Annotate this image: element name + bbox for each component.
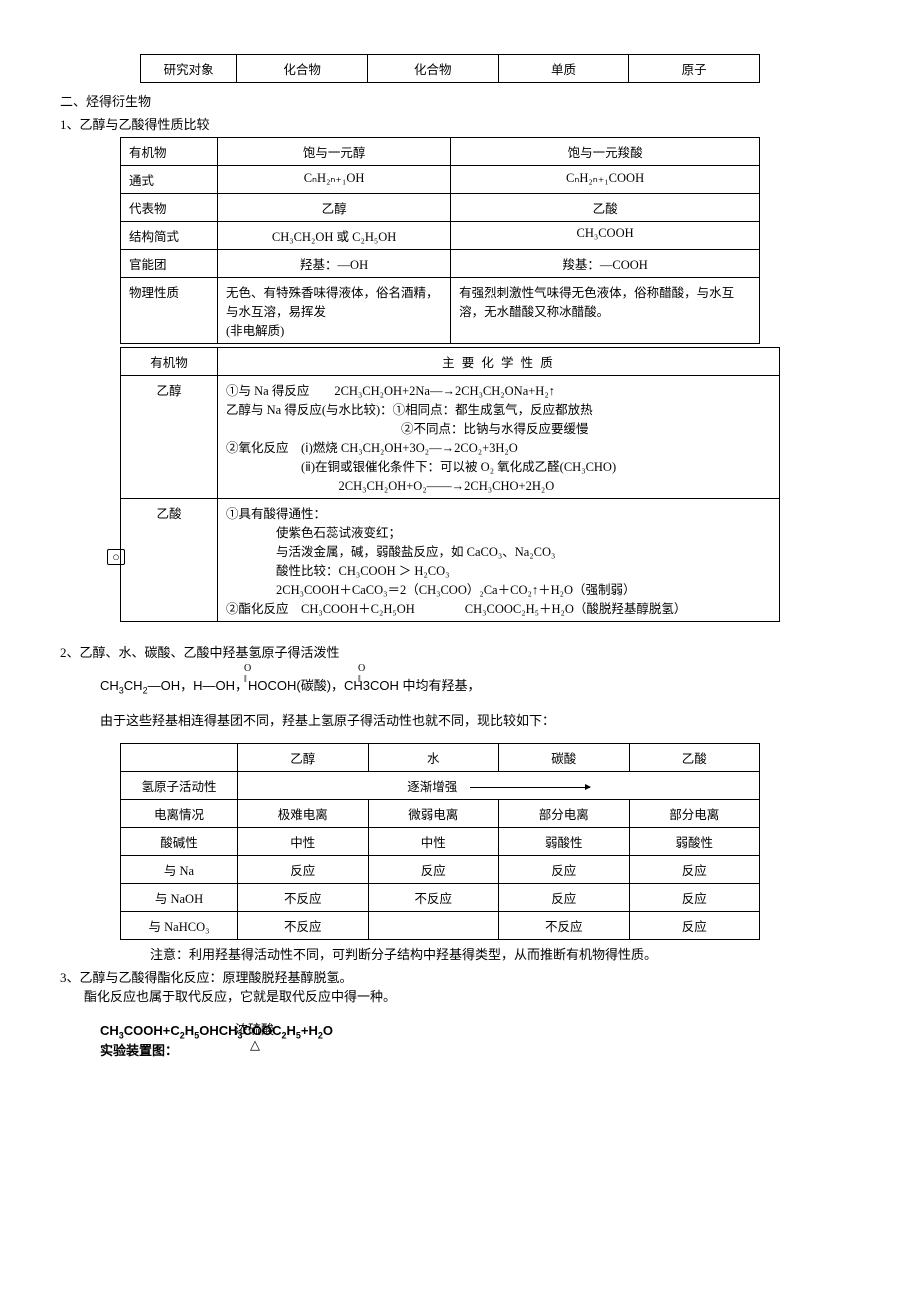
cell: 部分电离	[499, 799, 630, 827]
cell: 单质	[498, 55, 629, 83]
condition-top: 浓硫酸	[235, 1019, 274, 1038]
cell: CH₃CH₂OH 或 C₂H₅OH	[218, 222, 451, 250]
cell: 原子	[629, 55, 760, 83]
cell: 代表物	[121, 194, 218, 222]
cell: 饱与一元羧酸	[451, 138, 760, 166]
text-line: 酯化反应也属于取代反应，它就是取代反应中得一种。	[84, 986, 860, 1005]
cell: ①具有酸得通性： 使紫色石蕊试液变红； 与活泼金属，碱，弱酸盐反应，如 CaCO…	[218, 499, 780, 622]
cell: CₙH₂ₙ₊₁COOH	[451, 166, 760, 194]
cell: CH₃COOH	[451, 222, 760, 250]
cell: 弱酸性	[629, 827, 760, 855]
cell: 乙醇	[121, 376, 218, 499]
cell: 酸碱性	[121, 827, 238, 855]
cell: 研究对象	[141, 55, 237, 83]
cell: 羧基：—COOH	[451, 250, 760, 278]
equation: CH3COOH+C2H5OHCH3COOC2H5+H2O 浓硫酸 △	[100, 1023, 860, 1041]
cell: 乙醇	[218, 194, 451, 222]
cell: 不反应	[238, 883, 369, 911]
cell: 乙酸	[451, 194, 760, 222]
table-subject: 研究对象 化合物 化合物 单质 原子	[140, 54, 760, 83]
cell: 中性	[238, 827, 369, 855]
cell: 电离情况	[121, 799, 238, 827]
cell: 有机物	[121, 138, 218, 166]
cell: 有机物	[121, 348, 218, 376]
condition-bottom: △	[250, 1037, 260, 1053]
cell: 物理性质	[121, 278, 218, 344]
cell: 逐渐增强	[238, 771, 760, 799]
heading-2-3: 3、乙醇与乙酸得酯化反应：原理酸脱羟基醇脱氢。	[60, 967, 860, 986]
cell: 羟基：—OH	[218, 250, 451, 278]
cell: 饱与一元醇	[218, 138, 451, 166]
cell: 部分电离	[629, 799, 760, 827]
cell: 氢原子活动性	[121, 771, 238, 799]
cell: CₙH₂ₙ₊₁OH	[218, 166, 451, 194]
cell: 弱酸性	[499, 827, 630, 855]
cell: 有强烈刺激性气味得无色液体，俗称醋酸，与水互溶，无水醋酸又称冰醋酸。	[451, 278, 760, 344]
cell: 不反应	[499, 911, 630, 939]
formula-line: CH3CH2—OH，H—OH，HOCOH(碳酸)，CH3COH 中均有羟基， O…	[100, 675, 860, 696]
cell: 反应	[499, 883, 630, 911]
cell: 结构简式	[121, 222, 218, 250]
cell: 与 Na	[121, 855, 238, 883]
cell: 不反应	[368, 883, 499, 911]
cell: 碳酸	[499, 743, 630, 771]
cell: 反应	[629, 883, 760, 911]
cell: 化合物	[367, 55, 498, 83]
cell: 反应	[629, 911, 760, 939]
cell: 通式	[121, 166, 218, 194]
cell: 官能团	[121, 250, 218, 278]
cell: 反应	[238, 855, 369, 883]
table-properties: 有机物饱与一元醇饱与一元羧酸通式CₙH₂ₙ₊₁OHCₙH₂ₙ₊₁COOH代表物乙…	[120, 137, 760, 344]
heading-2-2: 2、乙醇、水、碳酸、乙酸中羟基氢原子得活泼性	[60, 642, 860, 661]
cell: 乙酸	[629, 743, 760, 771]
table-chemistry: 有机物 主 要 化 学 性 质 乙醇 ①与 Na 得反应 2CH₃CH₂OH+2…	[120, 347, 780, 622]
heading-apparatus: 实验装置图：	[100, 1040, 860, 1059]
cell	[121, 743, 238, 771]
cell: 化合物	[237, 55, 368, 83]
cell: 反应	[629, 855, 760, 883]
cell: 微弱电离	[368, 799, 499, 827]
heading-2-1: 1、乙醇与乙酸得性质比较	[60, 114, 860, 133]
hexagon-icon: ○	[107, 549, 125, 565]
cell: 极难电离	[238, 799, 369, 827]
cell: 反应	[499, 855, 630, 883]
cell: 与 NaOH	[121, 883, 238, 911]
cell: 中性	[368, 827, 499, 855]
cell: 主 要 化 学 性 质	[218, 348, 780, 376]
cell: 不反应	[238, 911, 369, 939]
cell: ①与 Na 得反应 2CH₃CH₂OH+2Na—→2CH₃CH₂ONa+H₂↑乙…	[218, 376, 780, 499]
note-text: 注意：利用羟基得活动性不同，可判断分子结构中羟基得类型，从而推断有机物得性质。	[150, 944, 860, 963]
cell: 反应	[368, 855, 499, 883]
cell: 乙醇	[238, 743, 369, 771]
text-line: 由于这些羟基相连得基团不同，羟基上氢原子得活动性也就不同，现比较如下：	[100, 710, 860, 729]
cell: 水	[368, 743, 499, 771]
heading-2: 二、烃得衍生物	[60, 91, 860, 110]
cell	[368, 911, 499, 939]
table-activity: 乙醇水碳酸乙酸 氢原子活动性逐渐增强 电离情况极难电离微弱电离部分电离部分电离酸…	[120, 743, 760, 940]
cell: 乙酸 ○	[121, 499, 218, 622]
cell: 无色、有特殊香味得液体，俗名酒精，与水互溶，易挥发(非电解质)	[218, 278, 451, 344]
cell: 与 NaHCO₃	[121, 911, 238, 939]
